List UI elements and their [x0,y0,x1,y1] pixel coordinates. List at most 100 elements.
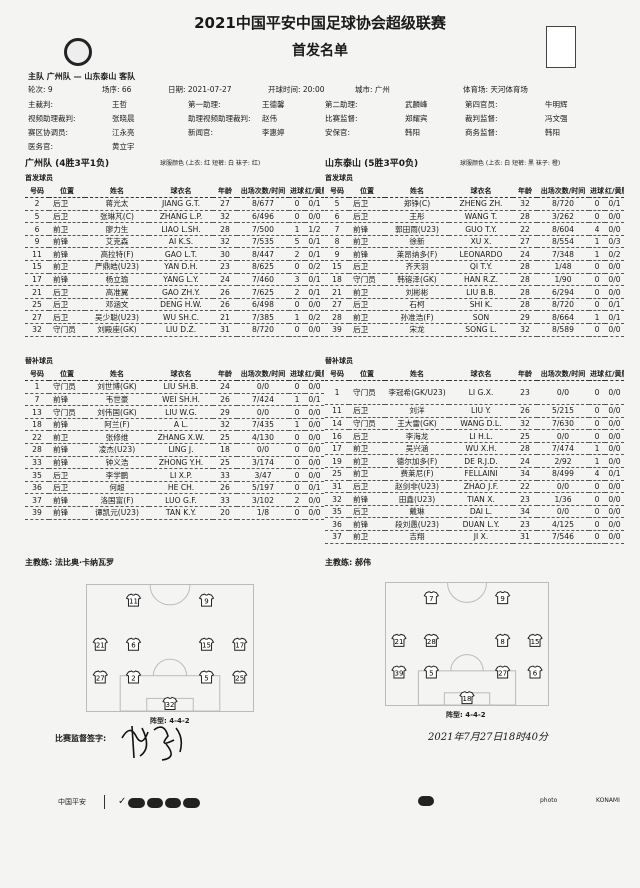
shirt-number: 28 [427,638,436,646]
cell: 39 [325,323,349,337]
table-row: 9 前锋 莱昂纳多(F) LEONARDO 24 7/348 1 0/2 [325,247,624,262]
cell: 后卫 [49,197,85,211]
cell: 24 [513,247,537,262]
cell: 0 [289,481,305,495]
table-row: 39 前锋 谭凯元(U23) TAN K.Y. 20 1/8 0 0/0 [25,506,324,520]
cell: 34 [513,505,537,519]
cell: GAO ZH.Y. [149,285,213,299]
cell: 23 [513,517,537,532]
cell: 37 [325,530,349,544]
cell: 4 [589,222,605,236]
cell: LI G.X. [449,380,513,406]
cell: 9 [325,247,349,262]
cell: 0/0 [305,323,324,337]
cell: 0 [289,468,305,482]
cell: 28 [25,443,49,457]
home-starters-label: 首发球员 [25,174,53,182]
cell: 0/3 [605,235,624,249]
cell: 3/47 [237,468,289,482]
penalty-arc [152,658,188,676]
table-row: 27 后卫 石柯 SHI K. 28 8/720 0 0/1 [325,298,624,312]
cell: 0/1 [305,197,324,211]
cell: 前卫 [349,467,385,481]
table-row: 36 后卫 何超 HE CH. 26 5/197 0 0/1 [25,481,324,495]
cell: 田鑫(U23) [385,492,449,506]
player-shirt-icon: 21 [92,637,109,651]
shirt-number: 9 [204,598,208,606]
away-subs-label: 替补球员 [325,357,353,365]
cell: 后卫 [349,429,385,443]
cell: 7/625 [237,285,289,299]
cell: 前卫 [349,454,385,469]
cell: 前锋 [49,247,85,262]
cell: 吉翔 [385,530,449,544]
cell: 29 [213,405,237,419]
cell: 李冠希(GK/U23) [385,380,449,406]
table-row: 5 后卫 郑铮(C) ZHENG ZH. 32 8/720 0 0/1 [325,197,624,211]
cell: 26 [213,285,237,299]
center-circle [447,583,487,603]
cell: 32 [213,418,237,432]
cell: 0/2 [305,260,324,274]
cell: 24 [213,380,237,394]
cell: 前卫 [349,285,385,299]
cell: ZHENG ZH. [449,197,513,211]
cell: 5 [325,197,349,211]
column-header: 姓名 [385,185,449,199]
cell: 0/1 [605,467,624,481]
cell: 0/0 [605,480,624,494]
cell: 前锋 [49,506,85,520]
official-value: 韩阳 [405,128,420,137]
cell: 27 [213,197,237,211]
shirt-number: 32 [166,701,175,709]
table-row: 31 后卫 赵剑非(U23) ZHAO J.F. 22 0/0 0 0/0 [325,480,624,494]
cell: 0 [289,197,305,211]
cell: 15 [25,260,49,274]
penalty-arc [450,654,484,671]
cell: 0 [289,260,305,274]
cell: 前卫 [349,530,385,544]
cell: 0 [589,492,605,506]
player-shirt-icon: 39 [391,665,407,679]
cell: 3/174 [237,456,289,470]
sponsor-logo [183,798,200,808]
cell: 33 [213,468,237,482]
shirt-number: 39 [394,670,403,678]
sponsor-logos: ✓ [118,796,200,808]
cell: 守门员 [49,323,85,337]
cell: 18 [25,418,49,432]
official-value: 郑耀宾 [405,114,428,123]
csl-logo [546,26,576,68]
cell: 钟义浩 [85,456,149,470]
cell: 7/385 [237,310,289,325]
cell: 宋龙 [385,323,449,337]
cell: 0/1 [305,247,324,262]
cell: 22 [513,222,537,236]
official-label: 视频助理裁判: [28,114,76,123]
sponsor-logo [164,798,182,808]
column-header: 年龄 [513,368,537,382]
column-header: 年龄 [513,185,537,199]
page-subtitle: 首发名单 [292,43,348,59]
cell: 5 [25,210,49,224]
cell: WANG D.L. [449,417,513,431]
cell: 2 [25,197,49,211]
cell: 王彤 [385,210,449,224]
cell: 0 [589,505,605,519]
cell: 2 [289,285,305,299]
shirt-number: 15 [202,642,211,650]
official-label: 第四官员: [465,100,498,109]
cell: 1 [589,442,605,456]
home-kit: 球服颜色 (上衣: 红 短裤: 白 袜子: 红) [160,160,261,167]
cell: 前卫 [49,260,85,274]
sponsor-logo [128,798,145,808]
cell: 1 [589,247,605,262]
cell: 9 [25,235,49,249]
cell: 28 [513,298,537,312]
cell: 7/474 [537,442,589,456]
cell: 1/2 [305,222,324,236]
shirt-number: 8 [500,638,504,646]
cell: 0/0 [605,404,624,418]
home-subs-label: 替补球员 [25,357,53,365]
sponsor-logo [146,798,163,808]
